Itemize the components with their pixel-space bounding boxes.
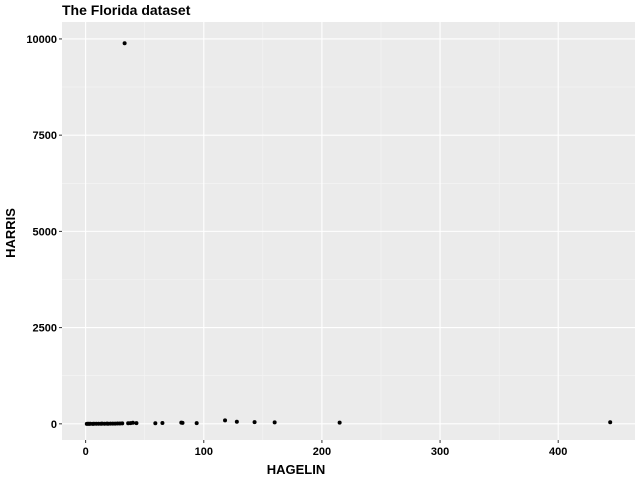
y-tick-label: 2500 bbox=[33, 323, 57, 335]
data-point bbox=[252, 420, 257, 425]
data-point bbox=[272, 420, 277, 425]
data-point bbox=[122, 41, 127, 46]
y-axis-title: HARRIS bbox=[3, 208, 18, 258]
data-point bbox=[120, 421, 125, 426]
y-axis-ticks: 0 2500 5000 7500 10000 bbox=[26, 34, 62, 431]
y-tick-label: 5000 bbox=[33, 226, 57, 238]
data-point bbox=[160, 420, 165, 425]
data-points bbox=[84, 41, 613, 426]
data-point bbox=[130, 420, 135, 425]
chart-title: The Florida dataset bbox=[62, 2, 191, 18]
data-point bbox=[153, 421, 158, 426]
y-tick-label: 0 bbox=[51, 419, 57, 431]
x-tick-label: 200 bbox=[313, 446, 331, 458]
x-axis-title: HAGELIN bbox=[267, 462, 326, 477]
data-point bbox=[223, 418, 228, 423]
data-point bbox=[608, 420, 613, 425]
major-gridlines bbox=[62, 22, 635, 440]
x-axis-ticks: 0 100 200 300 400 bbox=[83, 440, 567, 458]
x-tick-label: 100 bbox=[195, 446, 213, 458]
y-tick-label: 7500 bbox=[33, 130, 57, 142]
data-point bbox=[337, 420, 342, 425]
y-tick-label: 10000 bbox=[26, 34, 57, 46]
data-point bbox=[180, 420, 185, 425]
x-tick-label: 300 bbox=[431, 446, 449, 458]
x-tick-label: 0 bbox=[83, 446, 89, 458]
data-point bbox=[194, 421, 199, 426]
data-point bbox=[134, 421, 139, 426]
x-tick-label: 400 bbox=[549, 446, 567, 458]
data-point bbox=[234, 419, 239, 424]
